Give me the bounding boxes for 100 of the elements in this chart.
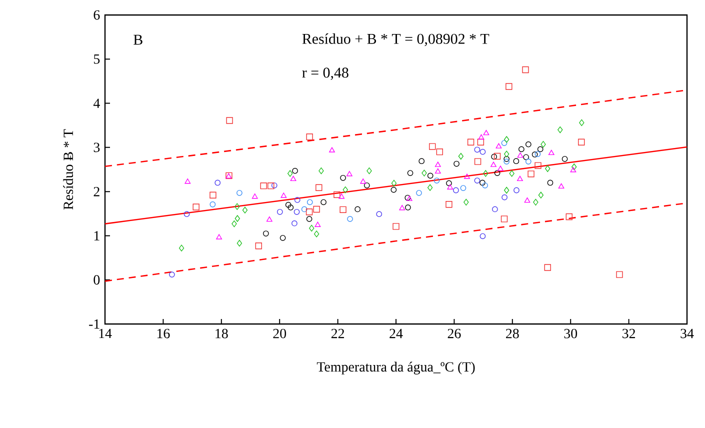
- y-tick-label: 4: [93, 98, 100, 108]
- point: [178, 244, 184, 252]
- point: [280, 234, 286, 241]
- point: [399, 205, 406, 210]
- point: [572, 164, 577, 170]
- y-tick-label: 2: [94, 186, 100, 196]
- point: [578, 138, 585, 146]
- point: [262, 230, 269, 236]
- x-tick-label: 34: [680, 328, 694, 338]
- point: [547, 180, 554, 186]
- point: [360, 178, 366, 184]
- point: [280, 192, 287, 198]
- y-tick-label: 5: [94, 54, 100, 64]
- point: [318, 167, 324, 174]
- point: [540, 141, 546, 148]
- point: [446, 201, 452, 208]
- point: [314, 230, 320, 238]
- point: [260, 182, 267, 190]
- point: [434, 162, 441, 167]
- y-tick-label: 6: [94, 10, 100, 20]
- point: [480, 233, 486, 240]
- point: [391, 180, 397, 187]
- point: [525, 158, 532, 164]
- point: [390, 186, 397, 193]
- y-tick-label: 0: [94, 275, 100, 285]
- x-tick-label: 14: [99, 328, 112, 338]
- point: [492, 206, 498, 212]
- point: [490, 162, 496, 167]
- point: [558, 183, 564, 189]
- point: [376, 211, 382, 218]
- point: [525, 141, 532, 148]
- point: [316, 184, 322, 191]
- y-tick-label: -1: [89, 319, 100, 329]
- point: [524, 198, 530, 203]
- point: [548, 150, 554, 156]
- point: [292, 220, 298, 226]
- point: [538, 192, 544, 198]
- point: [418, 158, 425, 164]
- point: [340, 206, 346, 214]
- point: [354, 206, 361, 212]
- point: [255, 242, 262, 250]
- point: [226, 117, 233, 124]
- point: [168, 272, 175, 278]
- point: [537, 146, 544, 152]
- point: [534, 151, 541, 157]
- point: [232, 220, 237, 228]
- point: [313, 206, 320, 213]
- point: [306, 199, 313, 206]
- point: [533, 198, 538, 206]
- point: [494, 170, 500, 176]
- point: [528, 170, 534, 178]
- point: [340, 174, 346, 181]
- point: [579, 119, 584, 126]
- point: [338, 194, 345, 199]
- x-tick-label: 18: [216, 328, 228, 338]
- point: [192, 204, 200, 210]
- point: [252, 194, 258, 199]
- y-tick-label: 1: [94, 231, 100, 240]
- point: [474, 158, 482, 165]
- point: [496, 143, 502, 148]
- point: [309, 224, 314, 232]
- point: [301, 206, 308, 212]
- x-tick-label: 28: [506, 328, 519, 338]
- point: [523, 154, 530, 160]
- point: [482, 182, 488, 188]
- point: [342, 186, 348, 194]
- point: [427, 172, 434, 179]
- point: [458, 152, 464, 160]
- point: [434, 178, 440, 184]
- point: [429, 143, 436, 150]
- point: [366, 167, 372, 174]
- point: [504, 150, 510, 158]
- point: [347, 216, 353, 222]
- point: [491, 154, 498, 160]
- point: [434, 168, 441, 174]
- y-axis-title: Resíduo Ƀ * T: [63, 129, 74, 210]
- point: [416, 190, 422, 196]
- x-tick-label: 26: [448, 328, 461, 338]
- point: [422, 170, 427, 176]
- point: [517, 152, 524, 158]
- point: [558, 126, 563, 134]
- point: [504, 156, 510, 162]
- point: [271, 182, 278, 188]
- point: [364, 182, 370, 188]
- point: [479, 180, 486, 186]
- point: [234, 203, 240, 210]
- point: [522, 66, 529, 74]
- point: [532, 152, 538, 158]
- point: [334, 191, 340, 198]
- point: [234, 215, 240, 222]
- point: [236, 190, 242, 196]
- x-tick-label: 24: [390, 328, 403, 338]
- point: [501, 140, 508, 146]
- point: [184, 211, 190, 218]
- point: [306, 216, 312, 222]
- annotation: r = 0,48: [302, 68, 348, 80]
- point: [544, 264, 551, 271]
- point: [483, 130, 490, 136]
- point: [474, 146, 480, 153]
- point: [288, 204, 294, 210]
